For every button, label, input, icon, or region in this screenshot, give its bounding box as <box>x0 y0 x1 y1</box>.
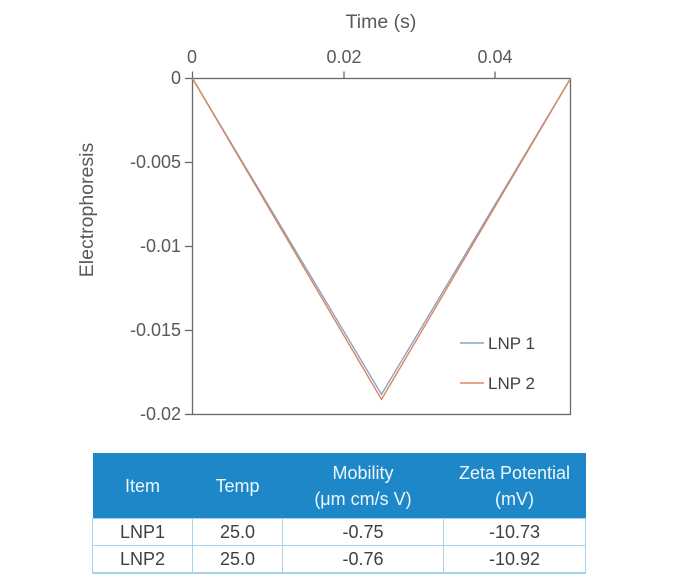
col-header-temp: Temp <box>192 453 283 519</box>
cell-item: LNP2 <box>92 545 193 574</box>
col-header-item: Item <box>92 453 193 519</box>
y-axis-title: Electrophoresis <box>76 143 98 278</box>
y-tick-label: -0.005 <box>130 152 181 172</box>
cell-mobility: -0.76 <box>282 545 444 574</box>
col-header-units: (μm cm/s V) <box>314 488 412 509</box>
plot-area-border <box>191 77 572 416</box>
chart-legend: LNP 1 LNP 2 <box>460 334 535 393</box>
series-line-lnp2 <box>191 78 572 401</box>
col-header-label: Item <box>124 475 160 496</box>
results-table: Item Temp Mobility (μm cm/s V) Zeta Pote… <box>92 453 586 574</box>
cell-zeta-potential: -10.92 <box>443 545 586 574</box>
legend-label-lnp1: LNP 1 <box>488 334 535 353</box>
y-tick-label: -0.02 <box>140 404 181 424</box>
col-header-label: Mobility <box>332 462 394 483</box>
col-header-zeta-potential: Zeta Potential (mV) <box>443 453 586 519</box>
cell-mobility: -0.75 <box>282 518 444 546</box>
chart-svg: Time (s) 0 0.02 0.04 Electrophoresis 0 -… <box>76 11 572 424</box>
y-tick-label: -0.01 <box>140 236 181 256</box>
table-header-row: Item Temp Mobility (μm cm/s V) Zeta Pote… <box>92 453 586 519</box>
x-tick-label: 0 <box>187 47 197 67</box>
x-tick-label: 0.02 <box>326 47 361 67</box>
cell-temp: 25.0 <box>192 518 283 546</box>
table-row: LNP1 25.0 -0.75 -10.73 <box>92 518 586 546</box>
x-axis-title: Time (s) <box>346 11 417 33</box>
cell-temp: 25.0 <box>192 545 283 574</box>
results-table-wrap: Item Temp Mobility (μm cm/s V) Zeta Pote… <box>92 453 586 574</box>
table-row: LNP2 25.0 -0.76 -10.92 <box>92 545 586 574</box>
col-header-units: (mV) <box>495 488 534 509</box>
cell-zeta-potential: -10.73 <box>443 518 586 546</box>
legend-label-lnp2: LNP 2 <box>488 374 535 393</box>
y-tick-label: 0 <box>171 68 181 88</box>
col-header-label: Zeta Potential <box>458 462 571 483</box>
x-tick-label: 0.04 <box>477 47 512 67</box>
cell-item: LNP1 <box>92 518 193 546</box>
electrophoresis-chart: Time (s) 0 0.02 0.04 Electrophoresis 0 -… <box>76 11 572 424</box>
y-tick-label: -0.015 <box>130 320 181 340</box>
col-header-mobility: Mobility (μm cm/s V) <box>282 453 444 519</box>
col-header-label: Temp <box>215 475 260 496</box>
series-line-lnp1 <box>191 78 572 396</box>
